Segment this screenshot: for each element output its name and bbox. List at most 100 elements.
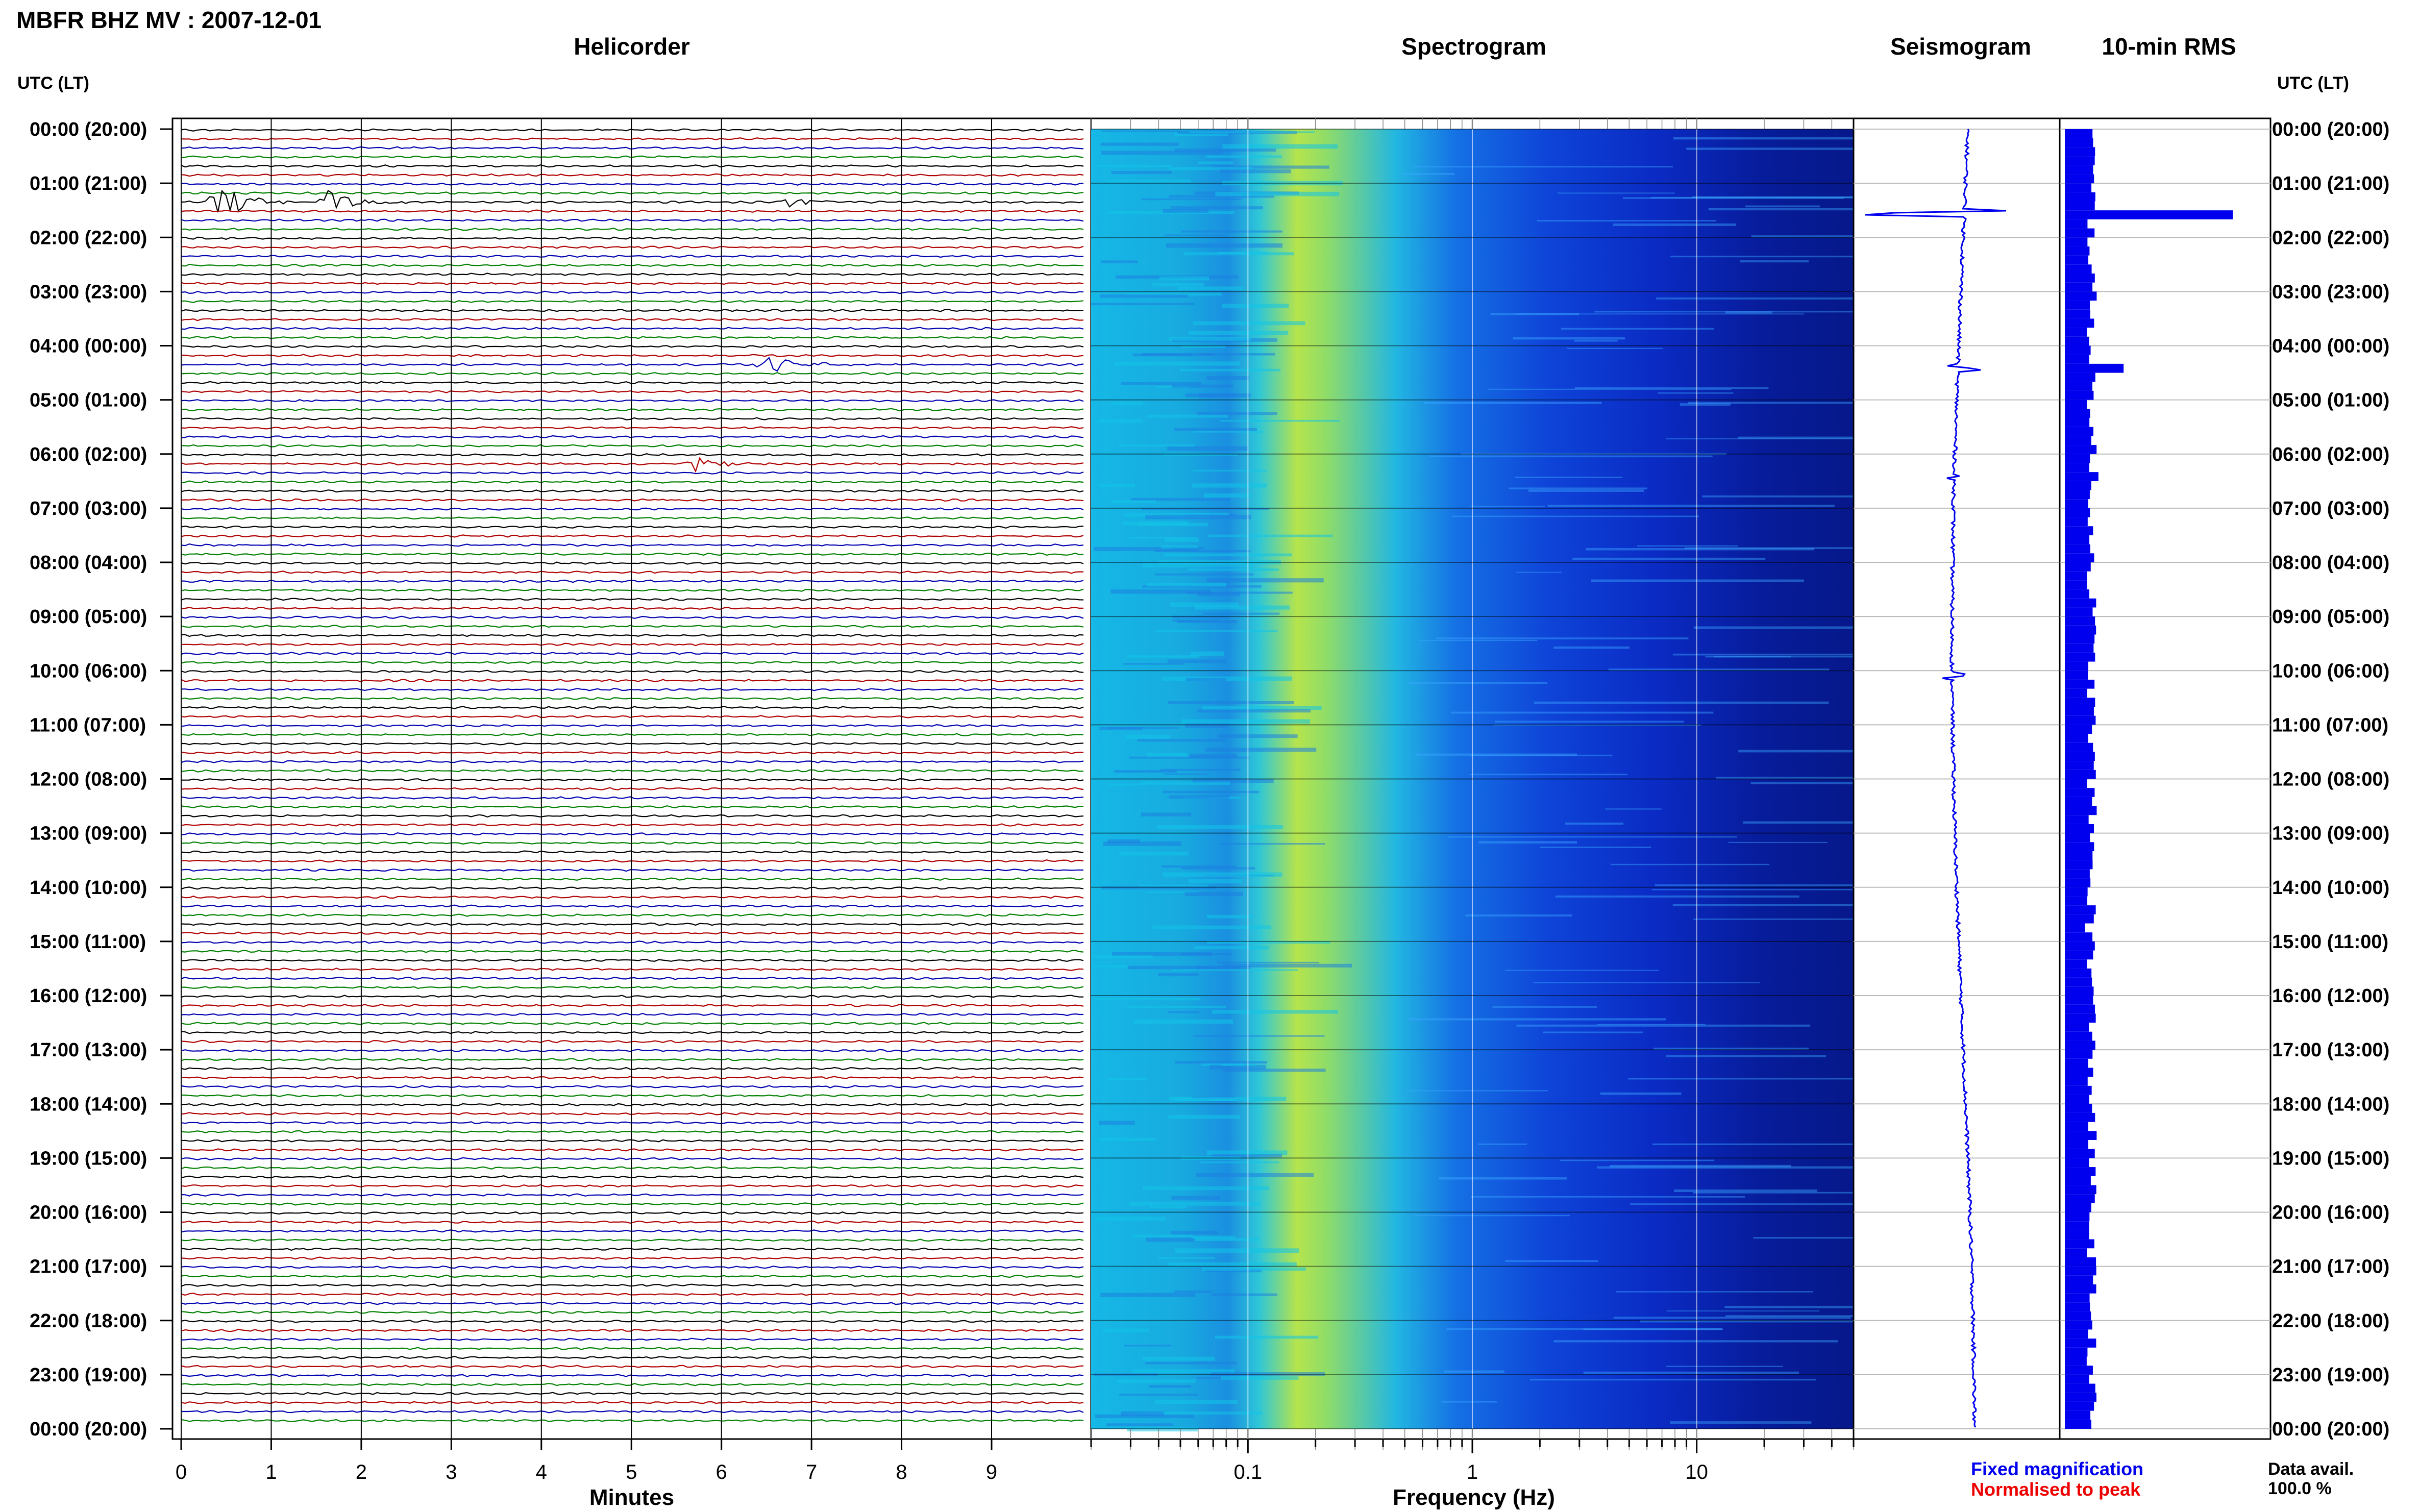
- helicorder-trace: [181, 1130, 1084, 1134]
- spectrogram-texture: [1206, 578, 1324, 583]
- helicorder-trace: [181, 1003, 1084, 1007]
- spectrogram-texture: [1142, 1356, 1215, 1361]
- spectrogram-streak: [1439, 1177, 1567, 1180]
- time-label-right: 04:00 (00:00): [2272, 336, 2389, 357]
- spectrogram-texture: [1159, 276, 1210, 281]
- helicorder-trace: [181, 444, 1084, 448]
- rms-bar: [2065, 923, 2085, 933]
- helicorder-trace: [181, 823, 1084, 827]
- spectrogram-texture: [1099, 1121, 1135, 1125]
- time-label-right: 15:00 (11:00): [2272, 931, 2388, 953]
- rms-bar: [2065, 129, 2093, 138]
- rms-bar: [2065, 698, 2095, 707]
- spectrogram-texture: [1217, 961, 1320, 963]
- spectrogram-texture: [1212, 1010, 1339, 1014]
- helicorder-trace: [181, 164, 1084, 168]
- spectrogram-texture: [1110, 500, 1156, 504]
- spectrogram-texture: [1167, 659, 1226, 663]
- spectrogram-texture: [1197, 592, 1241, 597]
- spectrogram-texture: [1195, 1237, 1259, 1242]
- spectrogram-streak: [1702, 495, 1860, 498]
- spectrogram-streak: [1705, 656, 1866, 658]
- spectrogram-texture: [1208, 534, 1333, 537]
- helicorder-trace: [181, 1039, 1084, 1044]
- spectrogram-texture: [1196, 1173, 1314, 1177]
- helicorder-trace: [181, 290, 1084, 294]
- helicorder-trace: [181, 417, 1084, 420]
- spectrogram-texture: [1149, 1385, 1191, 1388]
- helicorder-trace: [181, 1202, 1084, 1206]
- helicorder-trace: [181, 489, 1084, 493]
- helicorder-trace: [181, 922, 1084, 926]
- rms-bar: [2065, 1023, 2089, 1032]
- helicorder-trace: [181, 995, 1084, 998]
- spectrogram-streak: [1565, 822, 1624, 825]
- helicorder-trace: [181, 679, 1084, 682]
- spectrogram-streak: [1673, 137, 1878, 140]
- spectrogram-texture: [1139, 884, 1208, 888]
- spectrogram-texture: [1212, 1293, 1278, 1296]
- helicorder-title: Helicorder: [574, 33, 690, 60]
- spectrogram-texture: [1186, 512, 1229, 515]
- rms-bar: [2065, 228, 2095, 238]
- time-label-left: 13:00 (09:00): [30, 823, 147, 845]
- spectrogram-texture: [1177, 620, 1238, 624]
- spectrogram-streak: [1597, 1166, 1857, 1169]
- rms-bar: [2065, 165, 2093, 175]
- spectrogram-texture: [1095, 1217, 1166, 1221]
- spectrogram-streak: [1403, 172, 1454, 175]
- helicorder-trace: [181, 868, 1084, 872]
- helicorder-trace: [181, 985, 1084, 989]
- rms-bar: [2065, 598, 2096, 608]
- rms-bar: [2065, 1302, 2090, 1312]
- rms-bar: [2065, 210, 2233, 219]
- rms-bar: [2065, 1122, 2088, 1131]
- spectrogram-texture: [1134, 1411, 1262, 1415]
- helicorder-trace: [181, 742, 1084, 746]
- spectrogram-streak: [1572, 557, 1766, 560]
- helicorder-trace: [181, 652, 1084, 655]
- spectrogram-streak: [1656, 297, 1863, 300]
- rms-bar: [2065, 1383, 2095, 1393]
- rms-bar: [2065, 788, 2095, 797]
- helicorder-trace: [181, 281, 1084, 285]
- rms-bar: [2065, 553, 2094, 562]
- helicorder-trace: [181, 1274, 1084, 1278]
- spectrogram-texture: [1155, 573, 1254, 576]
- spectrogram-texture: [1195, 605, 1290, 610]
- helicorder-trace: [181, 1193, 1084, 1197]
- helicorder-trace: [181, 661, 1084, 664]
- helicorder-trace: [181, 1067, 1084, 1071]
- spectrogram-texture: [1129, 1201, 1261, 1206]
- spectrogram-streak: [1630, 1203, 1893, 1205]
- spectrogram-texture: [1098, 419, 1143, 423]
- helicorder-trace: [181, 715, 1084, 718]
- spectrogram-texture: [1192, 469, 1267, 472]
- rms-bar: [2065, 427, 2093, 436]
- spectrogram-streak: [1413, 166, 1673, 168]
- rms-bar: [2065, 1050, 2093, 1059]
- spectrogram-streak: [1740, 260, 1809, 263]
- spectrogram-texture: [1145, 891, 1199, 894]
- time-label-right: 16:00 (12:00): [2272, 985, 2389, 1007]
- rms-bar: [2065, 436, 2091, 445]
- spectrogram-texture: [1184, 723, 1228, 728]
- time-label-right: 14:00 (10:00): [2272, 877, 2389, 899]
- helicorder-trace: [181, 1247, 1084, 1251]
- spectrogram-texture: [1145, 1361, 1238, 1365]
- rms-bar: [2065, 1194, 2095, 1203]
- helicorder-trace: [181, 968, 1084, 971]
- spectrogram-texture: [1177, 286, 1243, 290]
- rms-bar: [2065, 824, 2094, 833]
- spectrogram-texture: [1152, 283, 1204, 287]
- rms-bar: [2065, 246, 2090, 256]
- spectrogram-streak: [1404, 1090, 1548, 1092]
- time-label-left: 21:00 (17:00): [30, 1256, 147, 1278]
- helicorder-trace: [181, 227, 1084, 231]
- rms-bar: [2065, 445, 2097, 454]
- time-label-right: 09:00 (05:00): [2272, 606, 2389, 628]
- rms-bar: [2065, 887, 2088, 897]
- time-label-right: 19:00 (15:00): [2272, 1148, 2389, 1169]
- rms-bar: [2065, 950, 2093, 960]
